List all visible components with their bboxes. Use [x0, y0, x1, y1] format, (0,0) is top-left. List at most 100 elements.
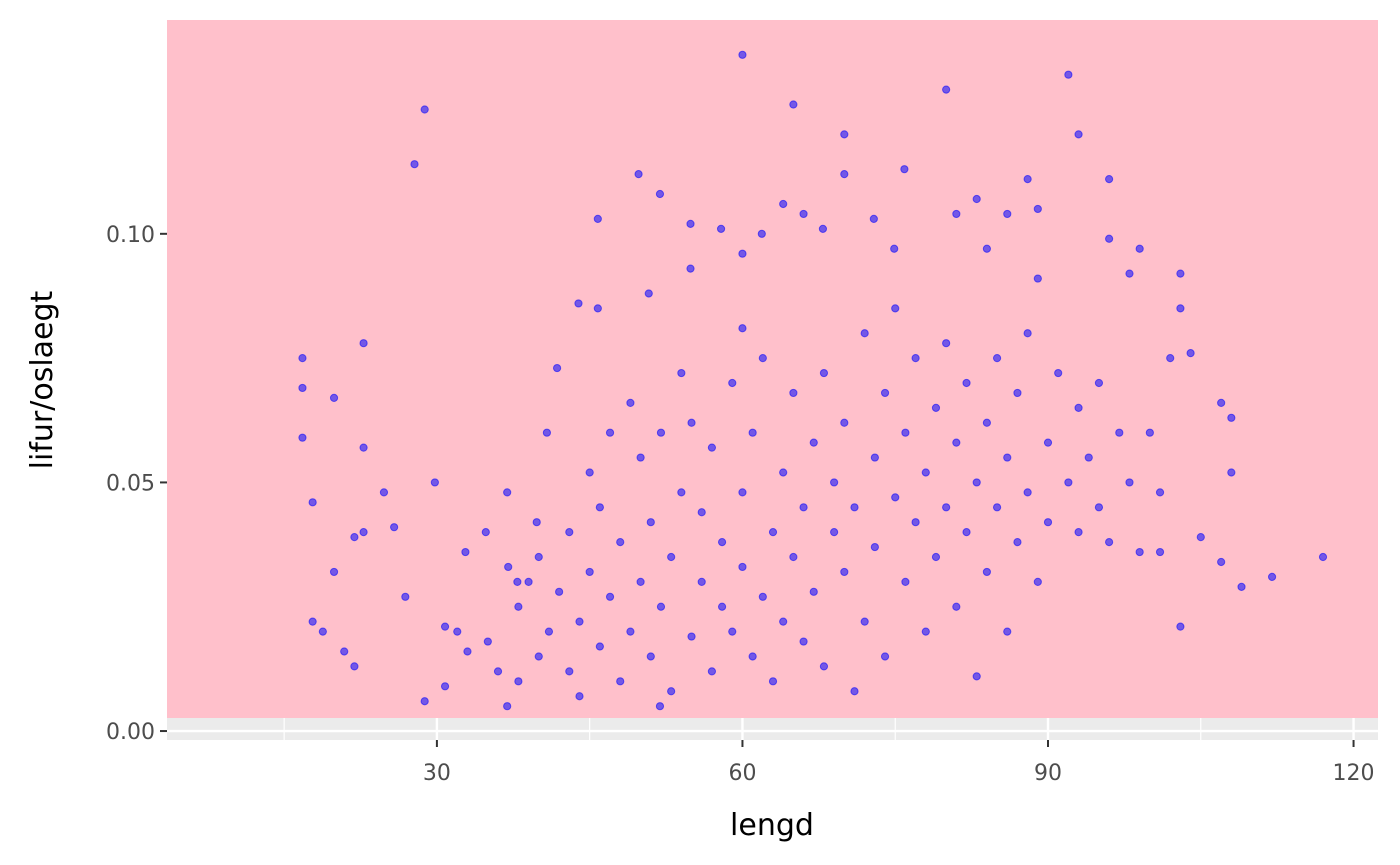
point [921, 627, 930, 636]
point [359, 339, 368, 348]
point [595, 503, 604, 512]
point [481, 528, 490, 537]
point [830, 528, 839, 537]
point [809, 438, 818, 447]
point [1023, 488, 1032, 497]
point [1105, 537, 1114, 547]
point [880, 652, 890, 661]
point [891, 304, 900, 313]
point [1074, 403, 1083, 412]
point [686, 219, 695, 228]
point [655, 189, 665, 199]
point [789, 552, 798, 562]
point [880, 388, 890, 398]
point [962, 528, 971, 537]
point [585, 468, 594, 477]
point [544, 627, 554, 636]
point [1196, 533, 1205, 542]
point [799, 503, 808, 512]
point [1043, 518, 1053, 527]
point [318, 627, 327, 636]
point [779, 199, 788, 209]
point [430, 478, 439, 487]
point [308, 498, 317, 507]
point [819, 662, 829, 671]
point [900, 165, 909, 174]
point [555, 587, 564, 596]
point [298, 433, 307, 442]
point [1145, 428, 1154, 437]
point [1033, 577, 1042, 586]
point [840, 130, 849, 139]
point [503, 702, 512, 711]
point [757, 229, 766, 238]
point [1217, 557, 1226, 567]
y-tick-label: 0.00 [106, 720, 155, 745]
point [1033, 204, 1042, 214]
point [850, 687, 859, 696]
point [860, 617, 869, 626]
point [379, 488, 389, 497]
point [1217, 398, 1226, 407]
point [850, 503, 859, 512]
point [565, 667, 574, 676]
point [840, 567, 849, 577]
point [891, 493, 900, 502]
point [677, 488, 686, 497]
point [982, 567, 991, 577]
point [738, 562, 747, 572]
point [738, 50, 747, 59]
point [982, 418, 991, 427]
point [819, 368, 829, 378]
point [401, 592, 410, 601]
point [514, 677, 523, 686]
point [789, 100, 798, 109]
point [636, 453, 645, 462]
point [1105, 234, 1114, 243]
point [1084, 453, 1093, 462]
point [697, 577, 706, 586]
point [575, 617, 584, 626]
point [677, 368, 686, 378]
point [728, 627, 737, 636]
point [585, 567, 594, 577]
point [1176, 622, 1185, 631]
point [534, 552, 543, 562]
point [890, 244, 899, 253]
point [463, 647, 472, 656]
point [1155, 488, 1165, 497]
point [972, 194, 981, 204]
point [329, 567, 339, 577]
point [504, 562, 513, 572]
point [1125, 478, 1134, 487]
point [656, 602, 666, 611]
point [350, 533, 359, 542]
point [860, 329, 869, 338]
point [1003, 627, 1012, 636]
point [789, 388, 798, 398]
point [1054, 368, 1063, 378]
point [1094, 378, 1104, 388]
point [616, 677, 625, 686]
point [1186, 349, 1195, 358]
point [840, 418, 849, 427]
point [1064, 70, 1073, 79]
point [595, 642, 604, 651]
point [1023, 329, 1032, 338]
point [646, 652, 655, 661]
point [728, 378, 737, 388]
point [1033, 274, 1042, 283]
point [717, 602, 727, 611]
point [1176, 304, 1185, 313]
point [992, 354, 1002, 363]
point [298, 354, 307, 363]
point [768, 677, 778, 686]
point [809, 587, 818, 596]
point [1267, 572, 1277, 582]
point [461, 547, 470, 557]
point [329, 393, 339, 403]
point [952, 209, 961, 219]
point [738, 249, 747, 258]
point [1135, 244, 1144, 253]
